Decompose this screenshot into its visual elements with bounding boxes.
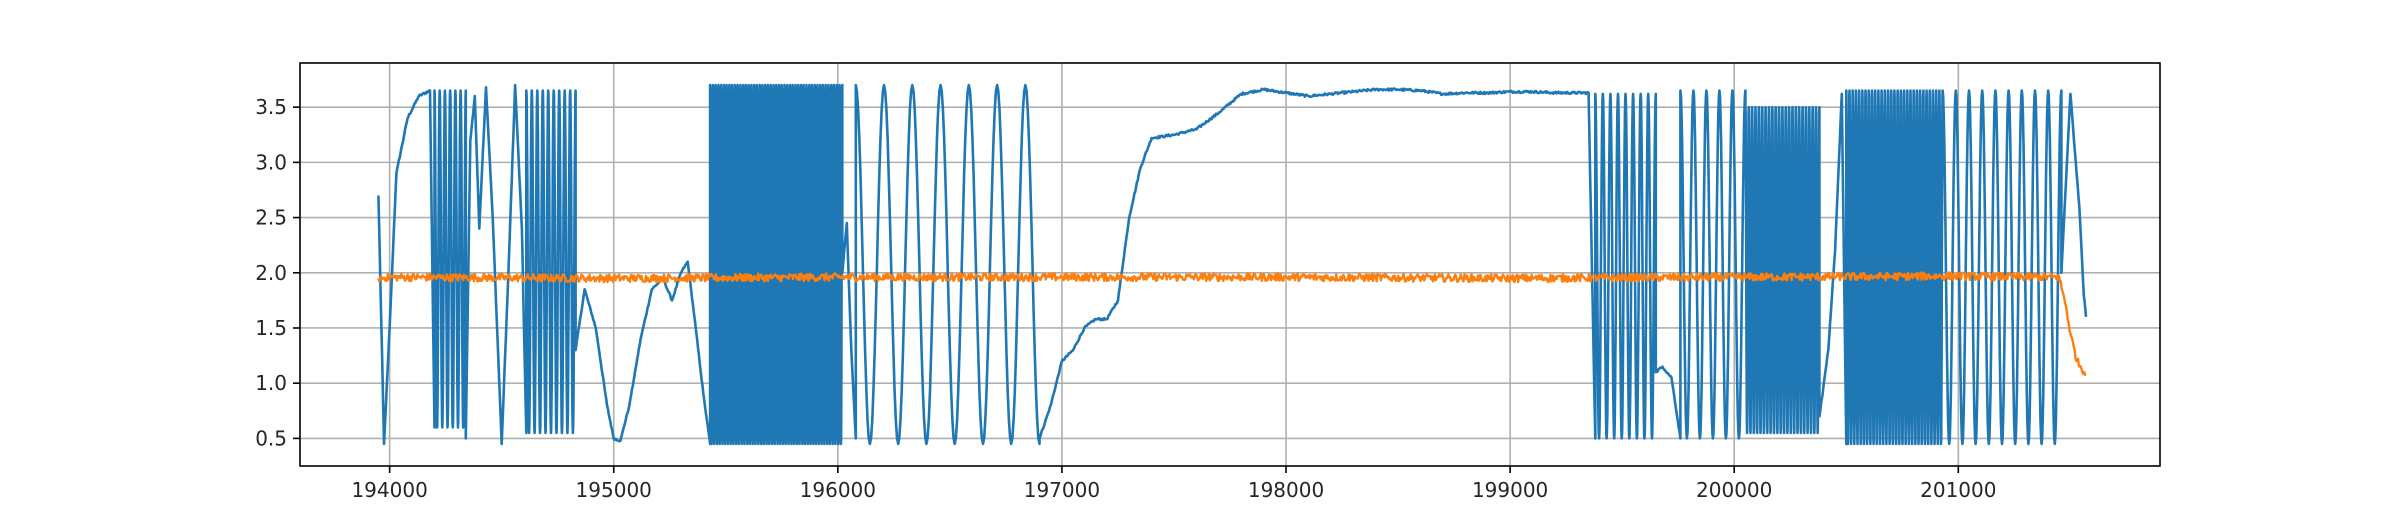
x-tick-label: 199000: [1472, 478, 1548, 502]
x-tick-label: 196000: [800, 478, 876, 502]
axes-frame: [299, 62, 2161, 467]
x-tick-label: 200000: [1696, 478, 1772, 502]
y-tick-label: 0.5: [255, 426, 287, 450]
y-tick-label: 3.5: [255, 95, 287, 119]
series-group: [377, 83, 2088, 446]
y-tick-label: 2.0: [255, 261, 287, 285]
x-tick-label: 195000: [576, 478, 652, 502]
x-tick-label: 198000: [1248, 478, 1324, 502]
series-line-1: [377, 83, 2088, 446]
x-tick-label: 197000: [1024, 478, 1100, 502]
y-tick-label: 1.0: [255, 371, 287, 395]
series-line-2: [377, 271, 2087, 376]
tick-group: 194000 195000 196000 197000 198000 199000 2000…: [255, 95, 1996, 502]
y-tick-label: 1.5: [255, 316, 287, 340]
x-tick-label: 201000: [1920, 478, 1996, 502]
x-tick-label: 194000: [351, 478, 427, 502]
y-tick-label: 2.5: [255, 206, 287, 230]
y-tick-label: 3.0: [255, 150, 287, 174]
